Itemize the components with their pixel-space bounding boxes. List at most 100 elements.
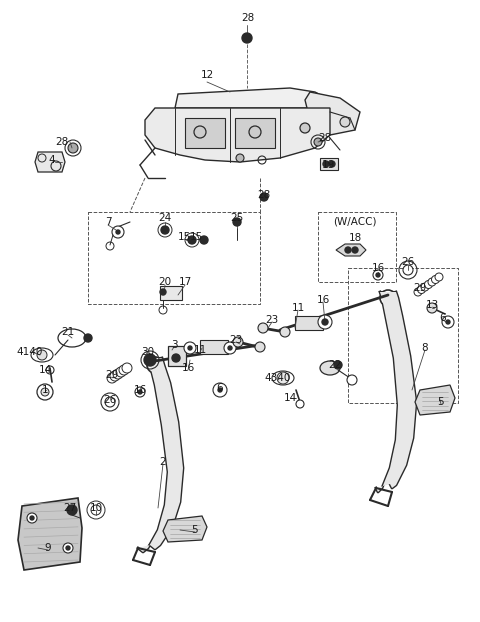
Circle shape: [66, 546, 70, 550]
Text: 26: 26: [103, 395, 117, 405]
Circle shape: [151, 361, 159, 369]
Circle shape: [116, 367, 126, 377]
Circle shape: [432, 276, 440, 284]
Text: 28: 28: [318, 133, 332, 143]
Text: 26: 26: [401, 257, 415, 267]
Polygon shape: [163, 516, 207, 542]
Circle shape: [160, 289, 166, 295]
Circle shape: [172, 354, 180, 362]
Text: 22: 22: [328, 360, 342, 370]
Circle shape: [30, 516, 34, 520]
Text: 29: 29: [106, 370, 119, 380]
Text: 16: 16: [133, 385, 146, 395]
Circle shape: [242, 33, 252, 43]
Text: 8: 8: [422, 343, 428, 353]
Text: 10: 10: [89, 503, 103, 513]
Circle shape: [200, 236, 208, 244]
Text: 1: 1: [42, 385, 48, 395]
Circle shape: [236, 154, 244, 162]
Circle shape: [188, 236, 196, 244]
Circle shape: [427, 303, 437, 313]
Circle shape: [403, 265, 413, 275]
Circle shape: [376, 273, 380, 277]
Text: 2: 2: [160, 457, 166, 467]
Text: (W/ACC): (W/ACC): [333, 217, 377, 227]
Polygon shape: [305, 92, 360, 135]
Polygon shape: [145, 108, 330, 162]
Circle shape: [37, 350, 47, 360]
Text: 16: 16: [181, 363, 194, 373]
Circle shape: [113, 369, 123, 379]
Text: 19: 19: [322, 160, 335, 170]
Text: 4140: 4140: [17, 347, 43, 357]
Polygon shape: [235, 118, 275, 148]
Circle shape: [112, 226, 124, 238]
Text: 3: 3: [171, 340, 177, 350]
Ellipse shape: [31, 348, 53, 362]
Circle shape: [27, 513, 37, 523]
Circle shape: [68, 143, 78, 153]
Text: 30: 30: [142, 347, 155, 357]
Text: 4340: 4340: [265, 373, 291, 383]
Polygon shape: [175, 88, 330, 108]
Circle shape: [194, 126, 206, 138]
Text: 6: 6: [216, 383, 223, 393]
Circle shape: [249, 126, 261, 138]
Polygon shape: [185, 118, 225, 148]
Circle shape: [414, 288, 422, 296]
Text: 21: 21: [61, 327, 74, 337]
Text: 25: 25: [230, 213, 244, 223]
Circle shape: [224, 342, 236, 354]
Circle shape: [296, 400, 304, 408]
Circle shape: [188, 346, 192, 350]
Text: 23: 23: [229, 335, 242, 345]
Circle shape: [105, 397, 115, 407]
Bar: [320, 158, 338, 170]
Circle shape: [67, 505, 77, 515]
Circle shape: [380, 290, 396, 306]
Text: 15: 15: [178, 232, 191, 242]
Circle shape: [91, 505, 101, 515]
Polygon shape: [138, 358, 183, 552]
Circle shape: [228, 346, 232, 350]
Text: 28: 28: [241, 13, 254, 23]
Circle shape: [318, 315, 332, 329]
Ellipse shape: [320, 361, 340, 375]
Text: 11: 11: [193, 345, 206, 355]
Text: 27: 27: [63, 503, 77, 513]
Ellipse shape: [272, 371, 294, 385]
Circle shape: [300, 123, 310, 133]
Text: 18: 18: [348, 233, 361, 243]
Text: 15: 15: [190, 232, 203, 242]
Circle shape: [119, 365, 129, 375]
Circle shape: [340, 117, 350, 127]
Bar: [160, 286, 182, 300]
Circle shape: [147, 357, 163, 373]
Text: 11: 11: [291, 303, 305, 313]
Text: 4: 4: [48, 155, 55, 165]
Circle shape: [334, 361, 342, 369]
Text: 5: 5: [192, 525, 198, 535]
Circle shape: [233, 218, 241, 226]
Circle shape: [428, 278, 436, 286]
Bar: [295, 316, 323, 330]
Circle shape: [233, 337, 243, 347]
Text: 16: 16: [316, 295, 330, 305]
Circle shape: [424, 281, 432, 289]
Circle shape: [255, 342, 265, 352]
Text: 9: 9: [45, 543, 51, 553]
Circle shape: [135, 387, 145, 397]
Circle shape: [37, 384, 53, 400]
Polygon shape: [336, 244, 366, 256]
Text: 12: 12: [200, 70, 214, 80]
Circle shape: [116, 230, 120, 234]
Circle shape: [110, 371, 120, 381]
Text: 14: 14: [283, 393, 297, 403]
Circle shape: [63, 543, 73, 553]
Text: 13: 13: [425, 300, 439, 310]
Circle shape: [138, 390, 142, 394]
Circle shape: [184, 342, 196, 354]
Text: 28: 28: [257, 190, 271, 200]
Circle shape: [345, 247, 351, 253]
Text: 17: 17: [179, 277, 192, 287]
